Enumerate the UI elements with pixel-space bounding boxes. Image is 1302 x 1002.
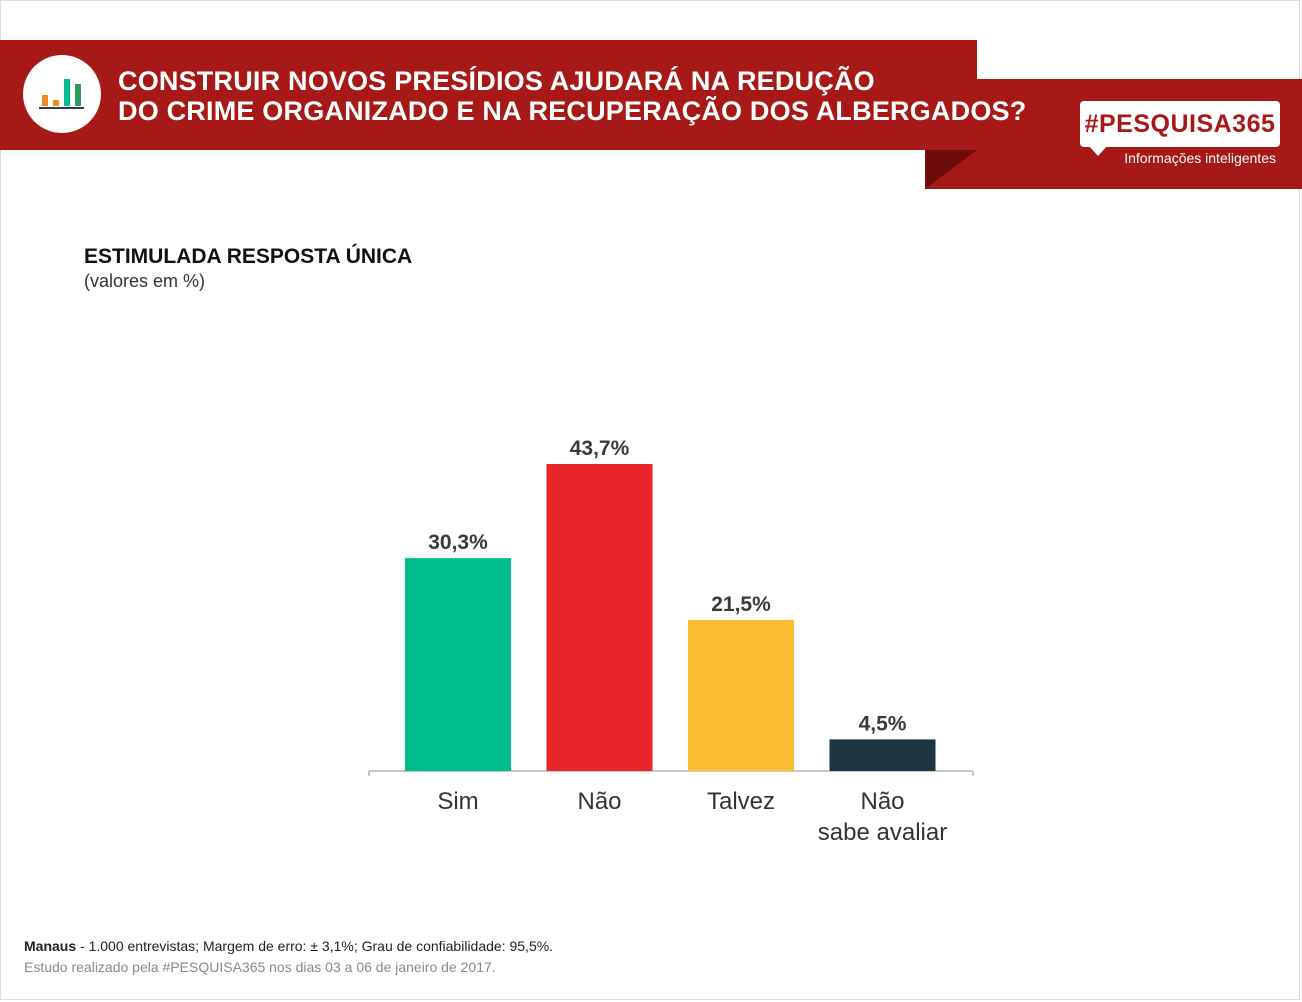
bar-3 (688, 619, 794, 771)
chart-unit-note: (valores em %) (84, 271, 206, 291)
category-label: Sim (437, 788, 478, 815)
bar-value-label: 43,7% (570, 437, 630, 460)
brand-logo: #PESQUISA365 (1080, 101, 1280, 147)
category-label: Talvez (707, 788, 775, 815)
category-label: Não (860, 788, 904, 815)
bar-value-label: 21,5% (711, 593, 771, 616)
category-label: sabe avaliar (818, 819, 947, 846)
footer-methodology: Manaus - 1.000 entrevistas; Margem de er… (24, 938, 553, 954)
question-title: CONSTRUIR NOVOS PRESÍDIOS AJUDARÁ NA RED… (118, 66, 1026, 126)
brand-name: #PESQUISA365 (1084, 110, 1276, 138)
bar-value-label: 30,3% (428, 531, 488, 554)
chart-subtitle: ESTIMULADA RESPOSTA ÚNICA (84, 245, 413, 268)
bar-chart-icon (23, 55, 101, 133)
footer-details: - 1.000 entrevistas; Margem de erro: ± 3… (76, 938, 554, 954)
title-banner (0, 40, 977, 150)
title-line-1: CONSTRUIR NOVOS PRESÍDIOS AJUDARÁ NA RED… (118, 66, 875, 96)
category-label: Não (577, 788, 621, 815)
bar-4 (829, 739, 936, 771)
bar-1 (405, 558, 511, 771)
bar-value-label: 4,5% (859, 712, 907, 735)
footer-city: Manaus (24, 938, 77, 954)
bar-2 (546, 464, 653, 771)
brand-tagline: Informações inteligentes (1124, 150, 1276, 166)
footer-study: Estudo realizado pela #PESQUISA365 nos d… (24, 959, 496, 975)
title-line-2: DO CRIME ORGANIZADO E NA RECUPERAÇÃO DOS… (118, 96, 1027, 126)
brand-speech-tail (1088, 145, 1108, 156)
